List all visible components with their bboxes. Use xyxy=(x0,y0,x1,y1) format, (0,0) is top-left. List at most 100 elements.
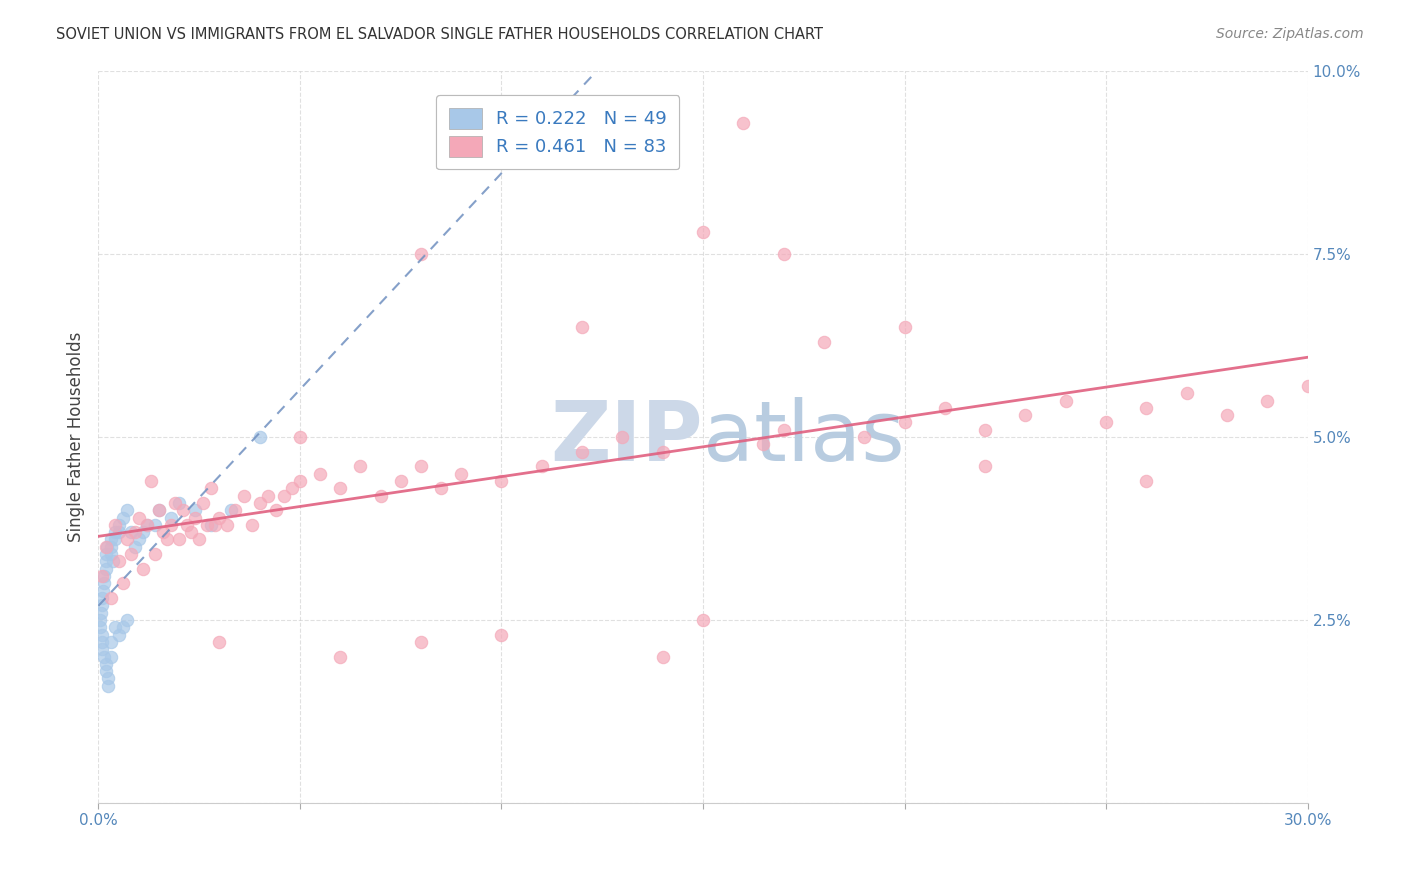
Point xyxy=(249,430,271,444)
Point xyxy=(974,459,997,474)
Text: SOVIET UNION VS IMMIGRANTS FROM EL SALVADOR SINGLE FATHER HOUSEHOLDS CORRELATION: SOVIET UNION VS IMMIGRANTS FROM EL SALVA… xyxy=(56,27,824,42)
Point xyxy=(100,649,122,664)
Point xyxy=(135,517,157,532)
Point xyxy=(101,554,124,568)
Point xyxy=(249,496,271,510)
Text: Source: ZipAtlas.com: Source: ZipAtlas.com xyxy=(1216,27,1364,41)
Point xyxy=(115,503,138,517)
Point xyxy=(96,664,118,678)
Point xyxy=(752,437,775,451)
Point xyxy=(264,503,287,517)
Point xyxy=(349,459,371,474)
Point xyxy=(115,613,138,627)
Point xyxy=(94,562,117,576)
Point xyxy=(195,517,218,532)
Y-axis label: Single Father Households: Single Father Households xyxy=(66,332,84,542)
Point xyxy=(1216,408,1239,422)
Point xyxy=(120,547,142,561)
Point xyxy=(100,540,122,554)
Point xyxy=(934,401,956,415)
Point xyxy=(430,481,453,495)
Legend: R = 0.222   N = 49, R = 0.461   N = 83: R = 0.222 N = 49, R = 0.461 N = 83 xyxy=(436,95,679,169)
Point xyxy=(107,517,129,532)
Point xyxy=(91,642,114,657)
Point xyxy=(96,540,118,554)
Point xyxy=(107,554,129,568)
Point xyxy=(184,510,207,524)
Point xyxy=(813,334,835,349)
Point xyxy=(772,423,794,437)
Point xyxy=(96,657,118,671)
Point xyxy=(180,525,202,540)
Point xyxy=(96,547,118,561)
Point xyxy=(208,510,231,524)
Point xyxy=(208,635,231,649)
Point xyxy=(132,562,155,576)
Point xyxy=(389,474,412,488)
Point xyxy=(188,533,211,547)
Point xyxy=(143,517,166,532)
Point xyxy=(100,591,122,605)
Point xyxy=(1095,416,1118,430)
Point xyxy=(91,583,114,598)
Point xyxy=(1014,408,1036,422)
Point xyxy=(103,533,125,547)
Text: ZIP: ZIP xyxy=(551,397,703,477)
Point xyxy=(124,525,146,540)
Point xyxy=(135,517,157,532)
Point xyxy=(132,525,155,540)
Point xyxy=(107,627,129,641)
Point xyxy=(1296,379,1319,393)
Point xyxy=(103,517,125,532)
Point xyxy=(124,540,146,554)
Point xyxy=(273,489,295,503)
Point xyxy=(120,525,142,540)
Point xyxy=(893,416,915,430)
Point xyxy=(1256,393,1278,408)
Point xyxy=(97,672,120,686)
Point xyxy=(370,489,392,503)
Point xyxy=(612,430,634,444)
Point xyxy=(90,599,112,613)
Point xyxy=(176,517,198,532)
Point xyxy=(89,613,111,627)
Point xyxy=(1135,474,1157,488)
Point xyxy=(288,474,311,488)
Point xyxy=(200,481,222,495)
Point xyxy=(193,496,215,510)
Point xyxy=(167,533,190,547)
Point xyxy=(224,503,246,517)
Point xyxy=(893,320,915,334)
Point xyxy=(100,635,122,649)
Point xyxy=(128,510,150,524)
Point xyxy=(217,517,239,532)
Point xyxy=(93,569,115,583)
Point xyxy=(111,620,134,634)
Point xyxy=(651,444,673,458)
Point xyxy=(329,481,352,495)
Point xyxy=(100,547,122,561)
Point xyxy=(232,489,254,503)
Point xyxy=(91,569,114,583)
Point xyxy=(329,649,352,664)
Point xyxy=(974,423,997,437)
Point xyxy=(184,503,207,517)
Point xyxy=(167,496,190,510)
Point xyxy=(91,627,114,641)
Point xyxy=(651,649,673,664)
Point xyxy=(103,620,125,634)
Point xyxy=(204,517,226,532)
Point xyxy=(772,247,794,261)
Point xyxy=(288,430,311,444)
Point xyxy=(240,517,263,532)
Point xyxy=(152,525,174,540)
Point xyxy=(309,467,332,481)
Point xyxy=(143,547,166,561)
Point xyxy=(156,533,179,547)
Point xyxy=(450,467,472,481)
Point xyxy=(93,576,115,591)
Point xyxy=(491,627,513,641)
Point xyxy=(96,540,118,554)
Point xyxy=(115,533,138,547)
Point xyxy=(91,635,114,649)
